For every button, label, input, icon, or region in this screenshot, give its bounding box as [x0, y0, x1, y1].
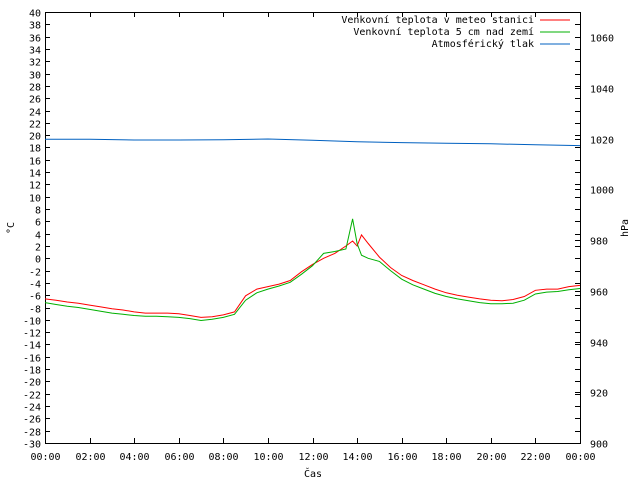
x-axis-label: Čas	[304, 467, 322, 480]
left-tick-label: 12	[29, 181, 41, 192]
x-tick-label: 06:00	[164, 452, 194, 463]
left-tick-label: -18	[23, 366, 41, 377]
x-tick-label: 12:00	[298, 452, 328, 463]
legend-label: Venkovní teplota 5 cm nad zemí	[353, 26, 534, 38]
x-tick-label: 02:00	[75, 452, 105, 463]
left-tick-label: 22	[29, 120, 41, 131]
x-tick-label: 14:00	[342, 452, 372, 463]
left-tick-label: -8	[29, 305, 41, 316]
left-tick-label: -26	[23, 415, 41, 426]
y-axis-left-label: °C	[6, 222, 17, 234]
right-tick-label: 1040	[590, 85, 614, 96]
left-tick-label: -16	[23, 354, 41, 365]
left-tick-label: 24	[29, 108, 41, 119]
left-tick-label: -30	[23, 440, 41, 451]
y-axis-right-label: hPa	[620, 219, 631, 237]
left-tick-label: 30	[29, 71, 41, 82]
x-tick-label: 00:00	[565, 452, 595, 463]
x-tick-label: 10:00	[253, 452, 283, 463]
left-tick-label: 14	[29, 169, 41, 180]
left-axis-ticks: 4038363432302826242220181614121086420-2-…	[23, 9, 580, 451]
left-tick-label: -22	[23, 391, 41, 402]
legend-label: Atmosférický tlak	[432, 38, 534, 50]
right-tick-label: 1060	[590, 34, 614, 45]
left-tick-label: 16	[29, 157, 41, 168]
x-tick-label: 16:00	[387, 452, 417, 463]
series-line-0	[44, 233, 581, 318]
legend-label: Venkovní teplota v meteo stanici	[341, 14, 534, 26]
left-tick-label: 18	[29, 144, 41, 155]
legend: Venkovní teplota v meteo staniciVenkovní…	[341, 14, 570, 50]
right-tick-label: 1000	[590, 186, 614, 197]
left-tick-label: 26	[29, 95, 41, 106]
left-tick-label: 40	[29, 9, 41, 20]
left-tick-label: -20	[23, 378, 41, 389]
x-tick-label: 04:00	[119, 452, 149, 463]
left-tick-label: 34	[29, 46, 41, 57]
left-tick-label: 8	[35, 206, 41, 217]
left-tick-label: 32	[29, 58, 41, 69]
left-tick-label: 36	[29, 34, 41, 45]
right-tick-label: 920	[590, 389, 608, 400]
right-tick-label: 900	[590, 440, 608, 451]
left-tick-label: 0	[35, 255, 41, 266]
left-tick-label: -24	[23, 403, 41, 414]
left-tick-label: -14	[23, 341, 41, 352]
left-tick-label: 10	[29, 194, 41, 205]
left-tick-label: 2	[35, 243, 41, 254]
x-tick-label: 20:00	[476, 452, 506, 463]
left-tick-label: 4	[35, 231, 41, 242]
left-tick-label: -4	[29, 280, 41, 291]
left-tick-label: 38	[29, 21, 41, 32]
left-tick-label: 6	[35, 218, 41, 229]
x-tick-label: 18:00	[431, 452, 461, 463]
right-tick-label: 980	[590, 237, 608, 248]
x-axis-ticks: 00:00 02:00 04:00 06:00 08:00 10:00 12:00 14:00…	[30, 12, 596, 463]
right-tick-label: 960	[590, 288, 608, 299]
series-group	[44, 138, 581, 322]
x-tick-label: 22:00	[520, 452, 550, 463]
right-tick-label: 940	[590, 339, 608, 350]
right-tick-label: 1020	[590, 136, 614, 147]
plot-frame	[45, 12, 581, 444]
left-tick-label: -10	[23, 317, 41, 328]
left-tick-label: -6	[29, 292, 41, 303]
left-tick-label: 20	[29, 132, 41, 143]
x-tick-label: 00:00	[30, 452, 60, 463]
series-line-1	[44, 218, 581, 322]
left-tick-label: -12	[23, 329, 41, 340]
series-line-2	[45, 138, 581, 147]
left-tick-label: -2	[29, 268, 41, 279]
x-tick-label: 08:00	[208, 452, 238, 463]
left-tick-label: -28	[23, 428, 41, 439]
left-tick-label: 28	[29, 83, 41, 94]
right-axis-ticks: 1060 1040 1020 1000 980 960 940 920 900	[575, 34, 614, 451]
